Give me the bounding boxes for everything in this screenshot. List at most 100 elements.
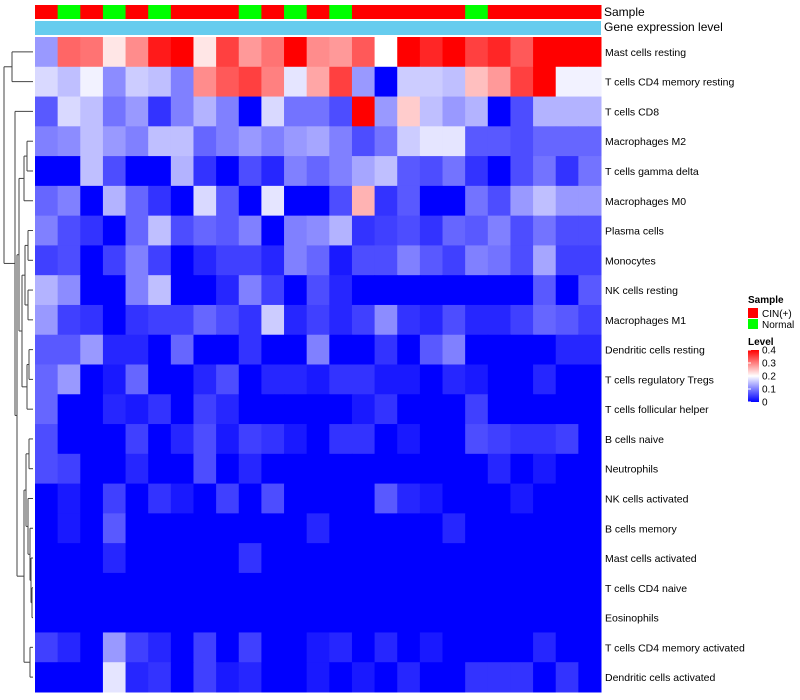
heatmap-cell: [329, 394, 353, 425]
heatmap-cell: [487, 37, 511, 68]
heatmap-cell: [57, 275, 81, 306]
heatmap-cell: [397, 453, 421, 485]
heatmap-cell: [216, 483, 240, 514]
heatmap-cell: [57, 37, 81, 68]
heatmap-cell: [351, 483, 376, 514]
heatmap-cell: [35, 394, 59, 425]
heatmap-cell: [306, 394, 330, 425]
heatmap-cell: [578, 364, 602, 395]
sample-annotation-cell: [397, 5, 421, 19]
heatmap-cell: [80, 37, 104, 68]
heatmap-cell: [193, 37, 217, 68]
heatmap-cell: [125, 513, 149, 544]
heatmap-cell: [148, 662, 172, 693]
sample-annotation-cell: [80, 5, 104, 19]
heatmap-cell: [216, 394, 240, 425]
heatmap-cell: [510, 126, 534, 157]
heatmap-cell: [465, 632, 489, 663]
heatmap-cell: [510, 632, 534, 663]
heatmap-cell: [306, 96, 330, 127]
heatmap-cell: [351, 245, 376, 276]
heatmap-cell: [80, 275, 104, 306]
heatmap-cell: [578, 66, 602, 98]
heatmap-cell: [442, 543, 466, 574]
legend-level-colorbar: [748, 350, 759, 402]
heatmap-cell: [533, 602, 557, 633]
heatmap-cell: [465, 156, 489, 187]
heatmap-cell: [442, 364, 466, 395]
heatmap-cell: [170, 602, 194, 633]
heatmap-cell: [102, 632, 127, 663]
heatmap-cell: [102, 453, 127, 485]
heatmap-cell: [125, 572, 149, 604]
heatmap-cell: [487, 424, 511, 455]
heatmap-cell: [442, 513, 466, 544]
heatmap-cell: [351, 96, 376, 127]
heatmap-cell: [216, 632, 240, 663]
heatmap-cell: [102, 37, 127, 68]
heatmap-cell: [374, 513, 398, 544]
heatmap-cell: [510, 572, 534, 604]
heatmap-cell: [80, 66, 104, 98]
sample-annotation-cell: [193, 5, 217, 19]
heatmap-cell: [102, 483, 127, 514]
heatmap-cell: [261, 543, 285, 574]
heatmap-cell: [555, 304, 579, 336]
heatmap-cell: [578, 156, 602, 187]
heatmap-cell: [80, 156, 104, 187]
heatmap-cell: [555, 245, 579, 276]
heatmap-cell: [57, 424, 81, 455]
heatmap-cell: [125, 185, 149, 217]
heatmap-cell: [442, 156, 466, 187]
heatmap-cell: [578, 304, 602, 336]
heatmap-cell: [329, 543, 353, 574]
heatmap-cell: [284, 662, 308, 693]
annotation-label-sample: Sample: [604, 5, 645, 19]
heatmap-cell: [148, 572, 172, 604]
heatmap-cell: [261, 513, 285, 544]
heatmap-cell: [193, 572, 217, 604]
heatmap-cell: [193, 126, 217, 157]
heatmap-cell: [125, 66, 149, 98]
heatmap-cell: [148, 364, 172, 395]
heatmap-cell: [555, 394, 579, 425]
heatmap-cell: [465, 126, 489, 157]
heatmap-cell: [125, 602, 149, 633]
heatmap-cell: [510, 602, 534, 633]
heatmap-cell: [238, 364, 262, 395]
sample-annotation-cell: [216, 5, 240, 19]
heatmap-cell: [306, 364, 330, 395]
heatmap-cell: [351, 304, 376, 336]
heatmap-cell: [35, 245, 59, 276]
heatmap-cell: [57, 572, 81, 604]
heatmap-cell: [170, 96, 194, 127]
heatmap-cell: [261, 334, 285, 365]
heatmap-cell: [578, 602, 602, 633]
sample-annotation-cell: [351, 5, 376, 19]
heatmap-cell: [261, 275, 285, 306]
heatmap-cell: [465, 215, 489, 246]
heatmap-cell: [374, 126, 398, 157]
heatmap-cell: [238, 424, 262, 455]
heatmap-cell: [238, 394, 262, 425]
heatmap-cell: [102, 572, 127, 604]
sample-annotation-cell: [329, 5, 353, 19]
heatmap-cell: [442, 304, 466, 336]
heatmap-cell: [261, 632, 285, 663]
heatmap-cell: [374, 275, 398, 306]
heatmap-cell: [419, 215, 444, 246]
heatmap-cell: [329, 245, 353, 276]
heatmap-cell: [510, 275, 534, 306]
heatmap-cell: [102, 602, 127, 633]
heatmap-cell: [487, 662, 511, 693]
heatmap-cell: [80, 572, 104, 604]
heatmap-cell: [216, 245, 240, 276]
heatmap-cell: [465, 543, 489, 574]
heatmap-cell: [80, 215, 104, 246]
heatmap-cell: [80, 424, 104, 455]
heatmap-cell: [35, 126, 59, 157]
heatmap-cell: [57, 364, 81, 395]
heatmap-cell: [57, 632, 81, 663]
heatmap-cell: [397, 483, 421, 514]
